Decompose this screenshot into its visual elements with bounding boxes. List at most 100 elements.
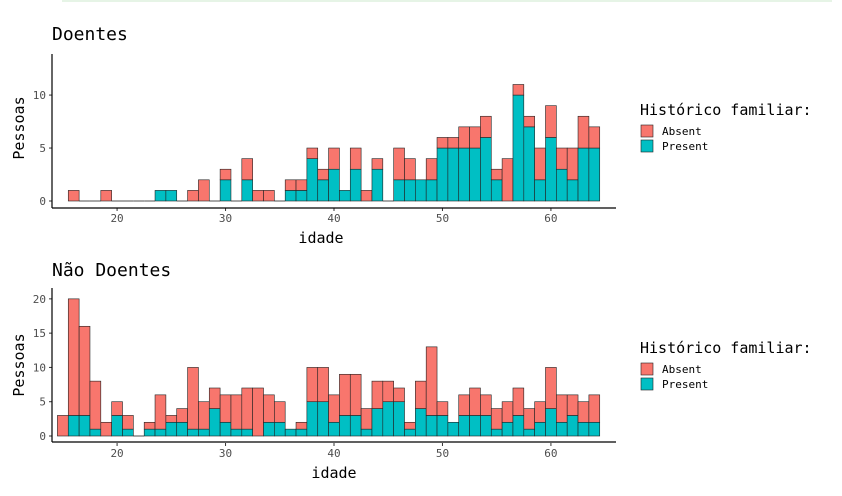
x-tick-label: 60 [544, 447, 557, 460]
legend: Histórico familiar: Absent Present [640, 101, 812, 153]
bars-group [67, 84, 601, 202]
bar-absent [219, 394, 232, 423]
bar-absent [306, 147, 319, 159]
bar-present [219, 179, 232, 202]
bar-present [447, 421, 460, 437]
bar-present [328, 168, 340, 202]
bar-absent [534, 401, 546, 423]
bar-present [566, 415, 579, 437]
bar-present [122, 428, 134, 437]
bar-present [404, 428, 416, 437]
bar-present [219, 421, 232, 437]
bar-present [317, 179, 329, 202]
bar-present [436, 415, 449, 437]
bar-present [577, 147, 590, 202]
bar-present [469, 415, 481, 437]
bar-absent [284, 179, 297, 191]
legend-title: Histórico familiar: [640, 339, 812, 357]
bar-absent [577, 115, 590, 149]
legend-label-present: Present [662, 378, 708, 391]
y-tick-label: 5 [39, 396, 46, 409]
bar-present [566, 179, 579, 202]
bar-present [523, 428, 535, 437]
bar-absent [577, 401, 590, 423]
bar-present [295, 428, 308, 437]
bar-present [165, 190, 178, 202]
bar-present [67, 415, 80, 437]
bar-absent [556, 394, 568, 423]
bar-absent [523, 408, 535, 430]
bar-present [241, 179, 253, 202]
bar-absent [534, 147, 546, 181]
chart-title: Doentes [52, 24, 128, 45]
bar-present [523, 126, 535, 202]
bar-absent [512, 387, 525, 416]
bar-absent [393, 387, 405, 403]
bar-absent [263, 394, 275, 423]
x-tick-label: 30 [219, 447, 232, 460]
bar-absent [165, 415, 178, 423]
bar-absent [556, 147, 568, 170]
bar-present [512, 415, 525, 437]
bar-present [490, 428, 503, 437]
bar-present [371, 408, 384, 437]
bar-absent [263, 190, 275, 202]
bar-absent [469, 126, 481, 149]
legend-swatch-present [640, 377, 654, 391]
bar-absent [252, 190, 264, 202]
bar-present [154, 428, 167, 437]
bar-absent [111, 401, 123, 416]
bar-absent [198, 401, 210, 430]
bar-present [339, 415, 351, 437]
bar-absent [252, 387, 264, 437]
x-axis-label: idade [311, 464, 356, 482]
y-tick-label: 10 [33, 361, 46, 374]
bar-absent [306, 367, 319, 403]
bar-absent [349, 373, 362, 416]
bar-absent [339, 373, 351, 416]
y-axis-label: Pessoas [10, 333, 28, 396]
bar-absent [501, 401, 514, 423]
bar-absent [219, 168, 232, 181]
bar-present [198, 428, 210, 437]
bar-absent [469, 387, 481, 416]
bar-present [501, 421, 514, 437]
bar-absent [371, 158, 384, 170]
bar-absent [447, 137, 460, 149]
chart-title: Não Doentes [52, 260, 171, 281]
bar-absent [328, 394, 340, 423]
bars-group [57, 298, 601, 437]
bar-absent [480, 115, 492, 138]
bar-present [512, 94, 525, 202]
bar-absent [480, 394, 492, 416]
bar-absent [176, 408, 188, 423]
bar-absent [295, 179, 308, 191]
bar-absent [458, 394, 470, 416]
bar-present [208, 408, 221, 437]
bar-absent [588, 126, 601, 149]
bar-present [89, 428, 102, 437]
bar-absent [208, 387, 221, 409]
bar-absent [154, 394, 167, 430]
bar-absent [360, 408, 373, 430]
bar-present [78, 415, 91, 437]
bar-absent [187, 367, 199, 430]
ticks-group: 20 30 40 50 60 0 5 10 15 20 [33, 293, 558, 460]
bar-absent [566, 147, 579, 181]
bar-present [534, 421, 546, 437]
bar-absent [78, 325, 91, 416]
bar-absent [436, 137, 449, 149]
legend-title: Histórico familiar: [640, 101, 812, 119]
bar-absent [187, 190, 199, 202]
bar-present [306, 158, 319, 202]
bar-present [176, 421, 188, 437]
bar-absent [67, 298, 80, 416]
chart-panel-nao-doentes: Não Doentes idade Pessoas 20 30 40 50 60 0 5 10… [10, 260, 812, 482]
bar-present [425, 179, 438, 202]
bar-absent [501, 158, 514, 202]
y-tick-label: 15 [33, 327, 46, 340]
bar-absent [425, 346, 438, 416]
bar-absent [100, 190, 112, 202]
legend-swatch-absent [640, 362, 654, 376]
bar-absent [241, 158, 253, 181]
